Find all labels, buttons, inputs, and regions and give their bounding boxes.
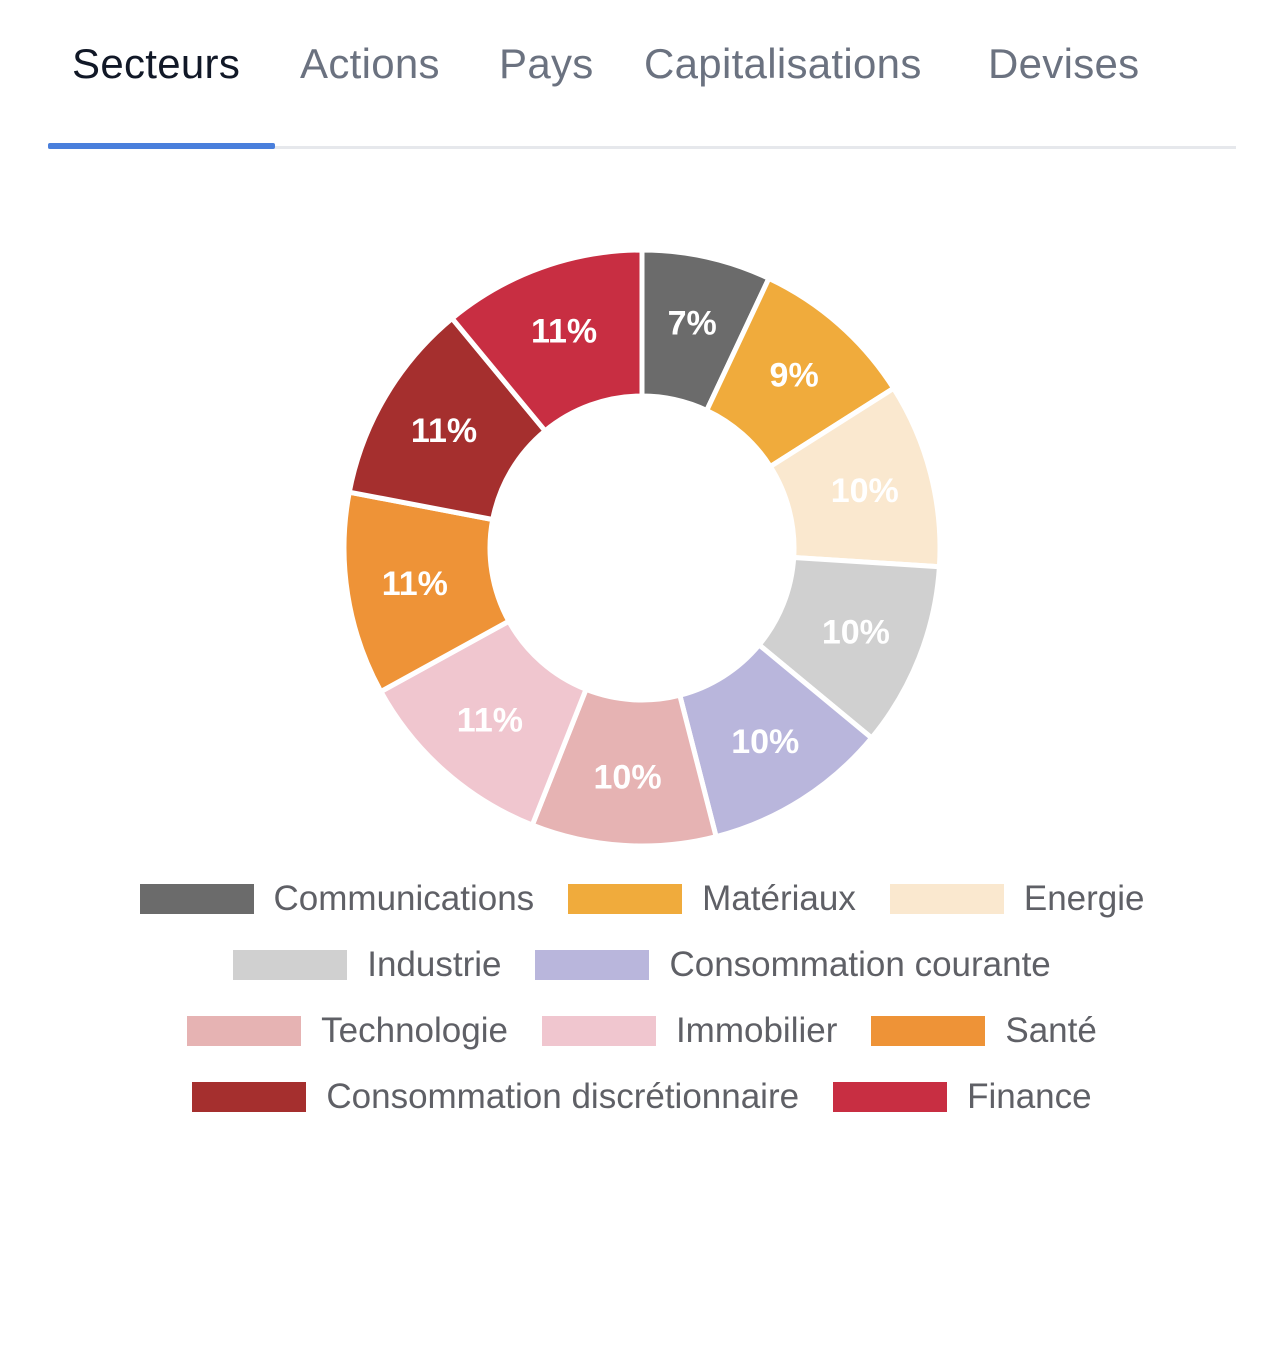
legend-swatch	[889, 884, 1004, 914]
legend-label: Immobilier	[675, 1011, 838, 1050]
slice-label-sante: 11%	[382, 565, 448, 603]
legend-item-materiaux[interactable]: Matériaux	[568, 879, 856, 919]
legend-row: Consommation discrétionnaire Finance	[60, 1064, 1224, 1130]
legend-label: Consommation discrétionnaire	[326, 1077, 800, 1116]
legend-swatch	[192, 1082, 307, 1112]
donut-slices	[341, 247, 943, 849]
slice-label-materiaux: 9%	[770, 356, 819, 394]
legend-item-consommation-discretionnaire[interactable]: Consommation discrétionnaire	[192, 1077, 799, 1117]
legend-swatch	[568, 884, 683, 914]
slice-label-communications: 7%	[668, 305, 717, 343]
slice-label-immobilier: 11%	[457, 702, 523, 740]
slice-finance[interactable]	[448, 247, 645, 435]
slice-label-industrie: 10%	[822, 614, 890, 652]
legend-swatch	[535, 950, 650, 980]
legend-item-technologie[interactable]: Technologie	[187, 1011, 508, 1051]
slice-label-finance: 11%	[531, 313, 597, 351]
legend-item-finance[interactable]: Finance	[833, 1077, 1092, 1117]
legend-swatch	[187, 1016, 302, 1046]
legend-item-immobilier[interactable]: Immobilier	[541, 1011, 838, 1051]
legend-item-energie[interactable]: Energie	[889, 879, 1145, 919]
slice-label-technologie: 10%	[594, 759, 662, 797]
legend-label: Technologie	[321, 1011, 508, 1050]
tab-capitalisations[interactable]: Capitalisations	[644, 40, 922, 87]
legend-label: Communications	[273, 879, 535, 918]
tab-devises[interactable]: Devises	[988, 40, 1140, 87]
legend-label: Finance	[967, 1077, 1092, 1116]
legend-swatch	[833, 1082, 948, 1112]
slice-label-consommation-courante: 10%	[731, 723, 799, 761]
legend-swatch	[233, 950, 348, 980]
legend-label: Energie	[1023, 879, 1145, 918]
tab-secteurs[interactable]: Secteurs	[72, 40, 241, 87]
legend-row: Communications Matériaux Energie	[60, 866, 1224, 932]
legend-row: Technologie Immobilier Santé	[60, 998, 1224, 1064]
legend-item-consommation-courante[interactable]: Consommation courante	[535, 945, 1051, 985]
legend-item-sante[interactable]: Santé	[871, 1011, 1097, 1051]
legend-item-industrie[interactable]: Industrie	[233, 945, 501, 985]
tab-bar-divider	[48, 146, 1236, 149]
legend-label: Matériaux	[702, 879, 856, 918]
legend-item-communications[interactable]: Communications	[139, 879, 535, 919]
sector-donut-chart: 7% 9% 10% 10% 10% 10% 11% 11% 11% 11%	[341, 247, 943, 849]
legend-row: Industrie Consommation courante	[60, 932, 1224, 998]
tab-pays[interactable]: Pays	[499, 40, 594, 87]
legend-label: Industrie	[367, 945, 502, 984]
legend-swatch	[871, 1016, 986, 1046]
legend-label: Santé	[1005, 1011, 1097, 1050]
tab-actions[interactable]: Actions	[300, 40, 440, 87]
slice-label-consommation-discretionnaire: 11%	[411, 412, 477, 450]
active-tab-indicator	[48, 143, 275, 149]
slice-label-energie: 10%	[831, 472, 899, 510]
legend-swatch	[139, 884, 254, 914]
chart-legend: Communications Matériaux Energie Industr…	[60, 866, 1224, 1130]
legend-swatch	[541, 1016, 656, 1046]
donut-slice-labels: 7% 9% 10% 10% 10% 10% 11% 11% 11% 11%	[382, 305, 899, 797]
legend-label: Consommation courante	[669, 945, 1051, 984]
tab-bar: Secteurs Actions Pays Capitalisations De…	[48, 0, 1236, 149]
